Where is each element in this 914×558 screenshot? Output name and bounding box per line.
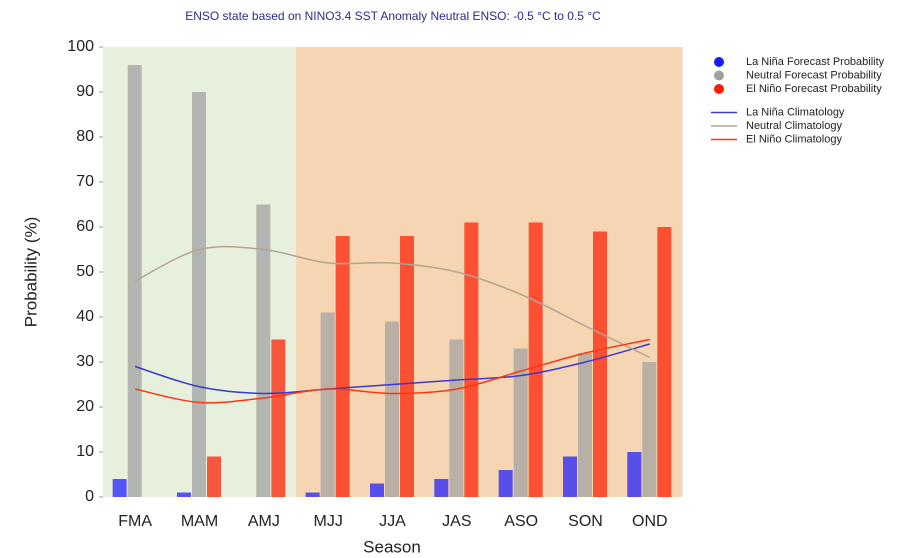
plot-marks <box>112 65 672 497</box>
climatology-line <box>134 343 651 395</box>
x-tick-label: FMA <box>118 513 152 530</box>
x-tick-label: JJA <box>379 513 406 530</box>
legend-marker <box>714 70 724 81</box>
legend-label: La Niña Forecast Probability <box>746 56 885 68</box>
bar <box>177 492 191 497</box>
climatology-line <box>135 338 650 404</box>
y-tick-label: 80 <box>76 128 94 145</box>
y-tick-label: 0 <box>85 488 94 505</box>
bar <box>578 353 592 497</box>
y-tick-label: 40 <box>76 308 94 325</box>
bar <box>400 236 414 497</box>
x-tick-label: ASO <box>504 513 538 530</box>
bar <box>563 456 577 497</box>
bar <box>642 362 657 497</box>
bar <box>449 339 464 497</box>
x-tick-label: SON <box>568 513 603 530</box>
legend-label: El Niño Forecast Probability <box>746 83 882 95</box>
bar <box>498 470 513 497</box>
x-tick-label: MAM <box>181 513 218 530</box>
legend-marker <box>714 84 724 94</box>
y-tick-label: 20 <box>76 398 94 415</box>
bar <box>593 231 607 497</box>
bar <box>305 492 320 497</box>
y-tick-label: 30 <box>76 353 94 370</box>
bar <box>271 339 286 497</box>
bar <box>385 321 399 497</box>
bar <box>320 312 335 497</box>
bar <box>528 222 543 497</box>
bar <box>207 456 221 497</box>
legend-marker <box>714 57 724 67</box>
x-tick-label: MJJ <box>314 513 343 530</box>
legend-label: Neutral Forecast Probability <box>746 69 882 81</box>
legend-label: Neutral Climatology <box>746 120 842 132</box>
legend-label: La Niña Climatology <box>746 106 845 118</box>
y-tick-label: 60 <box>76 218 94 235</box>
y-tick-label: 70 <box>76 173 94 190</box>
x-tick-label: AMJ <box>248 513 280 530</box>
x-tick-label: JAS <box>442 513 471 530</box>
bar <box>192 92 206 497</box>
bar <box>256 204 271 497</box>
climatology-line <box>134 245 651 359</box>
bar <box>370 483 384 497</box>
x-axis-label: Season <box>363 537 421 556</box>
bar <box>127 65 142 497</box>
y-tick-label: 100 <box>67 38 94 55</box>
y-tick-label: 10 <box>76 443 94 460</box>
bar <box>112 479 127 497</box>
bar <box>657 227 672 497</box>
y-tick-label: 50 <box>76 263 94 280</box>
legend-label: El Niño Climatology <box>746 133 842 145</box>
bar <box>464 222 479 497</box>
chart-title: ENSO state based on NINO3.4 SST Anomaly … <box>185 9 601 23</box>
bar <box>627 452 642 497</box>
bar <box>513 348 528 497</box>
y-axis-label: Probability (%) <box>21 217 40 328</box>
bar <box>434 479 449 497</box>
y-tick-label: 90 <box>76 83 94 100</box>
bar <box>335 236 350 497</box>
x-tick-label: OND <box>632 513 668 530</box>
